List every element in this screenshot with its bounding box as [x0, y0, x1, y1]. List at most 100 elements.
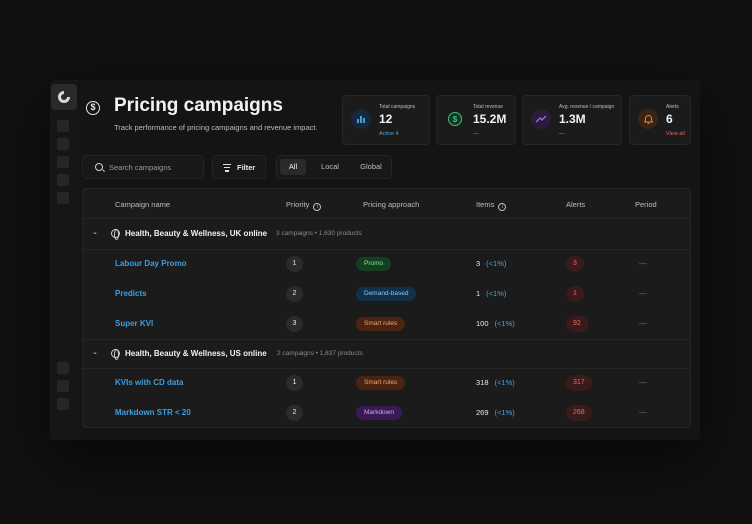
view-all-alerts-link[interactable]: View all: [666, 131, 685, 137]
filter-button[interactable]: Filter: [212, 155, 266, 179]
info-icon[interactable]: i: [498, 203, 507, 211]
group-name: Health, Beauty & Wellness, UK online: [125, 229, 268, 238]
page-title: Pricing campaigns: [114, 95, 283, 116]
stat-value: 1.3M: [559, 112, 586, 126]
bar-chart-icon: [351, 109, 371, 129]
approach-pill: Promo: [356, 257, 392, 271]
items-pct: (<1%): [494, 408, 515, 417]
table-row[interactable]: KVIs with CD data 1 Smart rules 318 (<1%)…: [83, 368, 690, 398]
stat-label: Total campaigns: [379, 104, 416, 110]
items-count: 3 (<1%): [476, 259, 506, 268]
column-header-priority[interactable]: Priority i: [286, 200, 322, 211]
search-icon: [95, 163, 103, 171]
scope-segmented-control: All Local Global: [276, 155, 392, 179]
search-input[interactable]: Search campaigns: [82, 155, 204, 179]
search-placeholder: Search campaigns: [109, 163, 172, 172]
items-value: 100: [476, 319, 489, 328]
items-pct: (<1%): [486, 289, 507, 298]
group-meta: 2 campaigns • 1,837 products: [277, 350, 363, 357]
sidebar-item-5[interactable]: [57, 192, 69, 204]
table-row[interactable]: Super KVI 3 Smart rules 100 (<1%) 92 —: [83, 309, 690, 339]
column-header-items-label: Items: [476, 200, 495, 209]
priority-badge: 1: [286, 256, 303, 272]
page-subtitle: Track performance of pricing campaigns a…: [114, 123, 318, 132]
stat-card-alerts[interactable]: Alerts 6 View all: [629, 95, 691, 145]
stat-label: Avg. revenue / campaign: [559, 104, 615, 110]
campaign-name-link[interactable]: Markdown STR < 20: [115, 408, 191, 417]
info-icon[interactable]: i: [313, 203, 322, 211]
stat-label: Alerts: [666, 104, 679, 110]
items-value: 269: [476, 408, 489, 417]
stat-sub: —: [559, 131, 565, 137]
globe-icon: [111, 349, 120, 360]
column-header-approach[interactable]: Pricing approach: [363, 200, 420, 209]
priority-badge: 3: [286, 316, 303, 332]
sidebar-item-4[interactable]: [57, 174, 69, 186]
sidebar-item-2[interactable]: [57, 138, 69, 150]
campaign-name-link[interactable]: Predicts: [115, 289, 147, 298]
period-value: —: [639, 289, 647, 298]
alert-badge[interactable]: 92: [566, 316, 588, 332]
filter-label: Filter: [237, 163, 256, 172]
column-header-items[interactable]: Items i: [476, 200, 507, 211]
campaign-name-link[interactable]: KVIs with CD data: [115, 378, 184, 387]
items-pct: (<1%): [486, 259, 507, 268]
divider: [83, 339, 690, 340]
sidebar-item-6[interactable]: [57, 362, 69, 374]
items-value: 3: [476, 259, 481, 268]
stat-card-total-campaigns[interactable]: Total campaigns 12 Active 4: [342, 95, 430, 145]
column-header-priority-label: Priority: [286, 200, 310, 209]
divider: [83, 368, 690, 369]
period-value: —: [639, 408, 647, 417]
sidebar-item-7[interactable]: [57, 380, 69, 392]
trend-up-icon: [531, 109, 551, 129]
table-row[interactable]: Labour Day Promo 1 Promo 3 (<1%) 3 —: [83, 249, 690, 279]
divider: [83, 249, 690, 250]
filter-icon: [223, 164, 231, 174]
dollar-icon: $: [448, 112, 462, 126]
column-header-name[interactable]: Campaign name: [115, 200, 171, 209]
campaigns-table: Campaign name Priority i Pricing approach…: [82, 188, 691, 428]
group-row-uk[interactable]: ⌄ Health, Beauty & Wellness, UK online 3…: [83, 219, 690, 249]
segment-all[interactable]: All: [280, 159, 306, 175]
stat-value: 12: [379, 112, 393, 126]
column-header-period[interactable]: Period: [635, 200, 657, 209]
alert-badge[interactable]: 1: [566, 286, 584, 302]
approach-pill: Smart rules: [356, 317, 406, 331]
table-row[interactable]: Markdown STR < 20 2 Markdown 269 (<1%) 26…: [83, 398, 690, 427]
group-row-us[interactable]: ⌄ Health, Beauty & Wellness, US online 2…: [83, 339, 690, 369]
stat-sub: Active 4: [379, 131, 399, 137]
stat-card-total-revenue[interactable]: $ Total revenue 15.2M —: [436, 95, 516, 145]
sidebar-item-1[interactable]: [57, 120, 69, 132]
logo-icon: [58, 91, 70, 103]
dollar-circle-icon: $: [86, 101, 100, 115]
stat-value: 15.2M: [473, 112, 507, 126]
priority-badge: 2: [286, 405, 303, 421]
group-name: Health, Beauty & Wellness, US online: [125, 349, 267, 358]
stat-card-avg-revenue[interactable]: Avg. revenue / campaign 1.3M —: [522, 95, 622, 145]
alert-badge[interactable]: 317: [566, 375, 592, 391]
items-pct: (<1%): [494, 378, 515, 387]
chevron-down-icon[interactable]: ⌄: [92, 229, 98, 236]
alert-badge[interactable]: 268: [566, 405, 592, 421]
period-value: —: [639, 259, 647, 268]
items-count: 269 (<1%): [476, 408, 515, 417]
divider: [83, 218, 690, 219]
chevron-down-icon[interactable]: ⌄: [92, 349, 98, 356]
campaign-name-link[interactable]: Labour Day Promo: [115, 259, 187, 268]
sidebar-item-8[interactable]: [57, 398, 69, 410]
segment-global[interactable]: Global: [360, 162, 382, 171]
column-header-alerts[interactable]: Alerts: [566, 200, 586, 209]
globe-icon: [111, 229, 120, 240]
approach-pill: Markdown: [356, 406, 402, 420]
segment-local[interactable]: Local: [321, 162, 339, 171]
stat-label: Total revenue: [473, 104, 504, 110]
table-row[interactable]: Predicts 2 Demand-based 1 (<1%) 1 —: [83, 279, 690, 309]
alert-badge[interactable]: 3: [566, 256, 584, 272]
period-value: —: [639, 378, 647, 387]
priority-badge: 1: [286, 375, 303, 391]
campaign-name-link[interactable]: Super KVI: [115, 319, 154, 328]
app-logo[interactable]: [51, 84, 77, 110]
items-pct: (<1%): [494, 319, 515, 328]
sidebar-item-3[interactable]: [57, 156, 69, 168]
